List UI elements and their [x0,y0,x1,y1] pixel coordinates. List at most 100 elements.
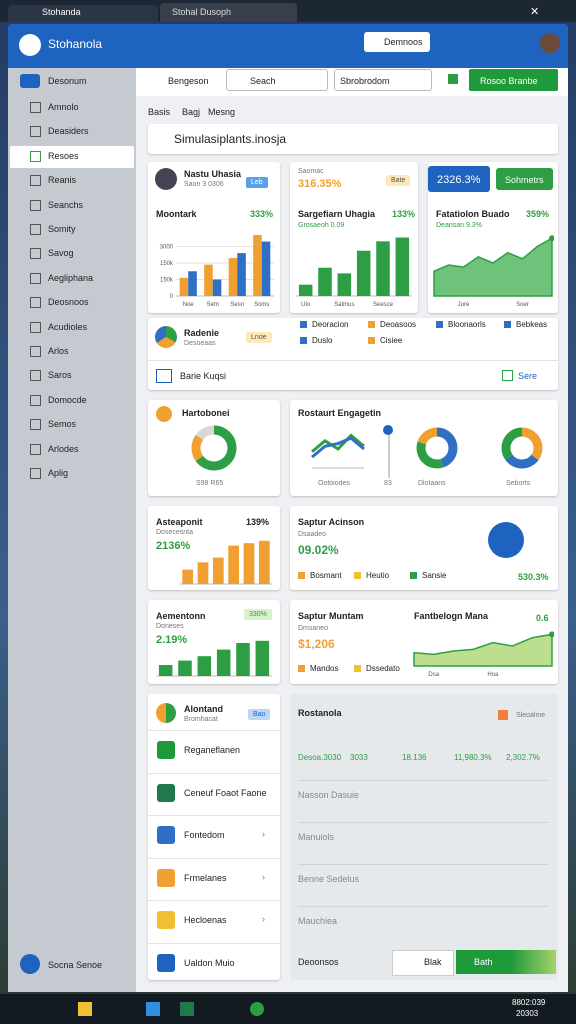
card-big: 2.19% [156,634,188,646]
sidebar-icon [30,175,41,187]
card-sub: Dosecesnta [156,529,193,536]
search-placeholder: Seach [250,76,276,86]
sidebar-item[interactable]: Saros [48,370,72,381]
sidebar-item[interactable]: Somity [48,224,76,234]
divider [148,730,280,731]
list-item[interactable]: Ceneuf Foaot Faone [184,787,267,798]
summary-link[interactable]: Sere [518,371,538,381]
sidebar-item[interactable]: Resoes [48,150,79,161]
sidebar-item[interactable]: Seanchs [48,199,84,210]
divider [148,857,280,859]
sidebar-item[interactable]: Savog [48,248,74,259]
summary-title: Radenie [184,328,220,338]
legend-swatch [354,572,361,579]
header-button[interactable] [364,32,430,52]
avatar[interactable] [540,33,560,53]
kpi-button[interactable] [428,166,490,192]
sidebar-item[interactable]: Arlos [48,346,69,356]
bar [356,250,371,296]
breadcrumb[interactable]: Bagj [182,107,201,117]
sidebar-item[interactable]: Aplig [48,468,69,478]
sidebar-icon [30,394,41,406]
slider-handle[interactable] [383,425,393,435]
taskbar-icon[interactable] [78,1002,92,1016]
area-chart: Dsa Hoa [413,631,554,678]
icon [498,710,508,720]
close-icon[interactable]: ✕ [530,6,540,18]
divider [148,815,280,816]
kpi-label: Fatatiolon Buado [436,209,510,219]
kpi-note: Deansan 9.3% [436,222,482,229]
taskbar-icon[interactable] [250,1002,264,1016]
taskbar-icon[interactable] [146,1002,160,1016]
list-top-sub: Bromhacat [184,716,218,723]
bar [236,643,250,676]
panel-number: 11,980.3% [454,753,492,762]
chevron: › [262,871,265,882]
page-title: Simulasiplants.inosja [174,132,287,146]
donut-slice [191,425,237,471]
list-item[interactable]: Hecloenas [184,915,227,925]
sidebar-top[interactable]: Desonum [48,76,87,86]
sidebar-item[interactable]: Domocde [48,394,87,405]
bar-chart [156,640,272,677]
legend-label: Heutio [366,571,390,580]
donut-chart [501,427,543,469]
link-icon [502,370,513,381]
badge: Bate [386,175,411,186]
tab[interactable] [8,5,158,22]
legend-label: Bloonaorls [448,320,486,329]
sidebar-item[interactable]: Deosnoos [48,297,89,308]
taskbar-icon[interactable] [180,1002,194,1016]
toolbar-icon[interactable] [448,74,458,84]
list-icon [157,953,175,972]
sidebar-item[interactable]: Aegliphana [48,272,94,283]
kpi-sub: Sohmetrs [505,175,544,185]
sidebar-item[interactable]: Reanis [48,175,77,186]
toolbar-select[interactable]: Bengeson [168,76,209,86]
primary-button[interactable] [469,69,558,91]
kpi-note: Grosaeoh 0.09 [298,222,345,229]
list-item[interactable]: Fontedom [184,830,225,840]
filter-box[interactable] [334,69,432,91]
panel-footer: Deoonsos [298,957,339,967]
sidebar-item[interactable]: Deasiders [48,126,89,137]
line [311,433,365,453]
summary-sub: Desoeaas [184,340,216,347]
bar [253,234,262,296]
title-card [148,124,558,154]
card-title: Fantbelogn Mana [414,611,488,621]
sidebar-item[interactable]: Arlodes [48,443,79,454]
list-item[interactable]: Ualdon Muio [184,957,235,968]
list-icon [157,826,175,844]
summary-card [148,318,558,390]
sidebar-item[interactable]: Semos [48,419,77,430]
panel-row: Manuiols [298,832,335,842]
breadcrumb[interactable]: Mesng [208,107,236,117]
sidebar-item[interactable]: Acudioles [48,321,88,332]
donut-chart [416,427,458,469]
search-box[interactable] [226,69,328,91]
table-icon [156,369,172,383]
bar [216,649,231,676]
kpi-button[interactable] [496,168,553,190]
button[interactable] [392,950,454,976]
sidebar-footer[interactable]: Socna Senoe [48,960,103,970]
bar [258,540,270,584]
bar [197,656,212,676]
sidebar-item[interactable]: Amnolo [48,102,79,112]
tab[interactable] [160,3,297,22]
list-item[interactable]: Reganeflanen [184,745,241,755]
sidebar-icon [30,272,41,284]
panel-row: Nasson Dasuie [298,790,360,800]
sidebar-icon [30,468,41,479]
chart-label: Ootoiodes [318,480,350,487]
card-title: Aementonn [156,611,206,621]
list-item[interactable]: Frmelanes [184,872,227,883]
bar [179,277,189,296]
panel-number: Desoa.3030 [298,753,342,762]
button[interactable] [456,950,556,974]
breadcrumb[interactable]: Basis [148,107,171,117]
badge: Lnoe [246,332,272,343]
donut-slice [501,427,543,469]
